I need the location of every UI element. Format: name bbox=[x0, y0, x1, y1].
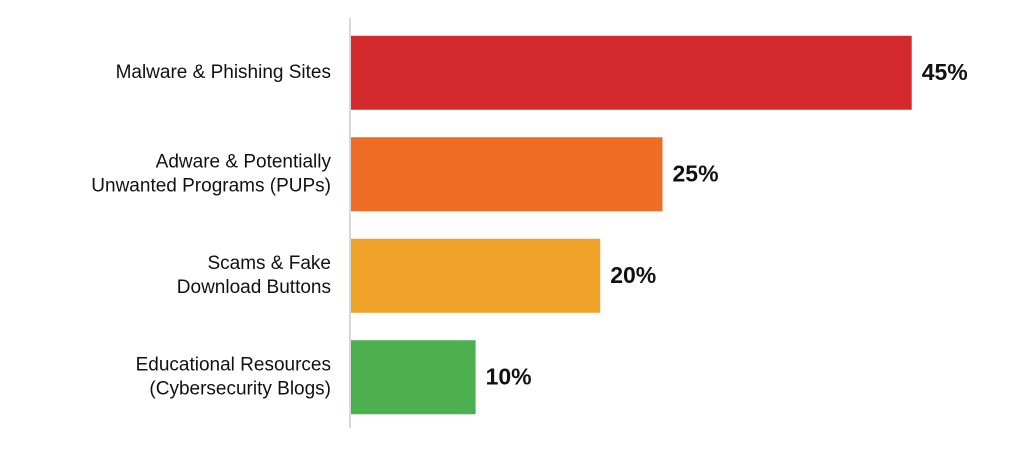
value-label: 10% bbox=[486, 363, 532, 389]
category-label: Educational Resources bbox=[136, 354, 331, 375]
value-label: 20% bbox=[610, 262, 656, 288]
bar bbox=[351, 340, 476, 415]
bar bbox=[351, 35, 912, 110]
category-label: Malware & Phishing Sites bbox=[116, 62, 331, 83]
bar bbox=[351, 238, 601, 313]
category-label: Adware & Potentially bbox=[156, 151, 332, 172]
category-label: (Cybersecurity Blogs) bbox=[149, 378, 331, 399]
bar bbox=[351, 137, 663, 212]
category-label: Download Buttons bbox=[177, 277, 331, 298]
category-label: Unwanted Programs (PUPs) bbox=[91, 175, 331, 196]
category-label: Scams & Fake bbox=[207, 253, 331, 274]
value-label: 45% bbox=[922, 59, 968, 85]
value-label: 25% bbox=[673, 160, 719, 186]
